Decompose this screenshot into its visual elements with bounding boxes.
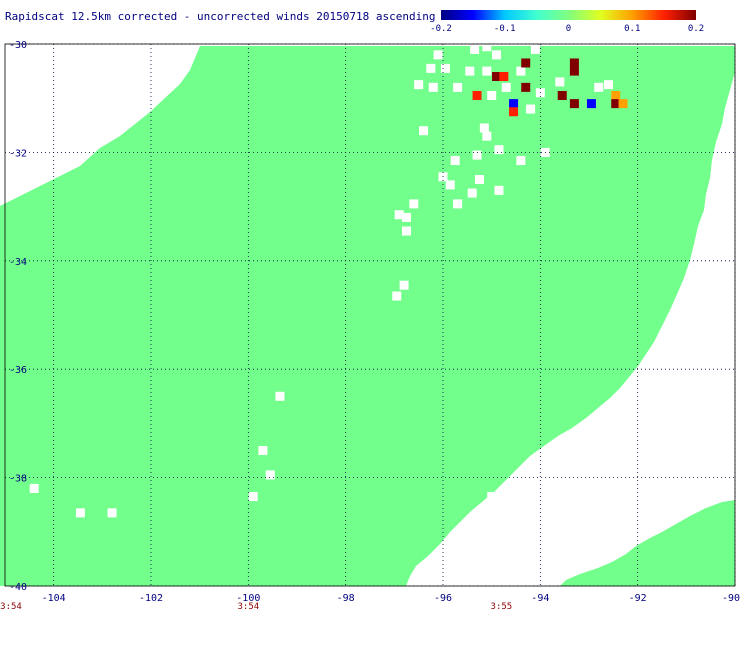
missing-cell (516, 66, 526, 76)
wind-difference-cell (618, 99, 628, 109)
wind-difference-cell (509, 107, 519, 117)
x-axis-ticks: -104 -102 -100 -98 -96 -94 -92 -90 (42, 593, 740, 604)
y-tick-label: -36 (9, 365, 27, 376)
wind-difference-cell (521, 58, 531, 68)
y-tick-label: -34 (9, 257, 27, 268)
missing-data-cells (29, 42, 613, 518)
time-label: 3:55 (491, 602, 513, 612)
x-tick-label: -94 (531, 593, 549, 604)
missing-cell (258, 446, 268, 455)
missing-cell (603, 80, 613, 90)
missing-cell (492, 50, 502, 60)
wind-difference-cell (569, 58, 579, 68)
wind-difference-cells (472, 58, 628, 117)
x-tick-label: -96 (434, 593, 452, 604)
missing-cell (494, 185, 504, 195)
valid-data-swath (0, 46, 735, 586)
wind-difference-cell (492, 72, 502, 82)
missing-cell (501, 82, 511, 92)
time-label: 3:54 (237, 602, 259, 612)
y-axis-ticks: -30 -32 -34 -36 -38 -40 (9, 40, 27, 593)
y-tick-label: -40 (9, 582, 27, 593)
x-tick-label: -92 (629, 593, 647, 604)
missing-cell (392, 291, 402, 301)
missing-cell (555, 77, 565, 87)
missing-cell (414, 80, 424, 90)
missing-cell (594, 82, 604, 92)
wind-difference-cell (611, 90, 621, 100)
missing-cell (475, 175, 484, 184)
wind-difference-cell (521, 82, 531, 92)
missing-cell (399, 280, 409, 290)
missing-cell (445, 180, 455, 190)
missing-cell (440, 63, 450, 73)
swath-area (0, 46, 735, 586)
plot-frame (4, 43, 736, 587)
colorbar-tick-label: 0 (566, 24, 571, 34)
colorbar-tick-label: 0.2 (688, 24, 704, 34)
x-tick-label: -104 (42, 593, 66, 604)
missing-cell (265, 470, 275, 480)
missing-cell (433, 50, 443, 60)
x-tick-label: -102 (139, 593, 163, 604)
missing-cell (453, 82, 463, 92)
missing-cell (75, 508, 85, 518)
x-tick-label: -100 (236, 593, 260, 604)
missing-cell (409, 199, 419, 209)
colorbar-tick-label: -0.1 (494, 24, 516, 34)
y-tick-label: -32 (9, 148, 27, 159)
missing-cell (482, 42, 492, 52)
wind-difference-cell (472, 90, 482, 100)
colorbar-gradient (441, 10, 696, 20)
wind-difference-cell (586, 99, 596, 109)
wind-difference-cell (499, 72, 509, 82)
missing-cell (428, 82, 438, 92)
colorbar-tick-label: -0.2 (430, 24, 452, 34)
wind-difference-cell (611, 99, 621, 109)
time-labels: 3:54 3:54 3:55 (0, 602, 512, 612)
x-tick-label: -90 (722, 593, 740, 604)
missing-cell (530, 44, 540, 54)
wind-difference-cell (557, 90, 567, 100)
missing-cell (516, 156, 526, 166)
swath-area-lower-right (560, 500, 735, 586)
missing-cell (487, 90, 497, 100)
missing-cell (394, 210, 404, 220)
colorbar-tick-label: 0.1 (624, 24, 640, 34)
y-tick-label: -30 (9, 40, 27, 51)
missing-cell (419, 126, 429, 136)
missing-cell (107, 508, 117, 518)
missing-cell (402, 226, 411, 236)
missing-cell (465, 66, 475, 76)
missing-cell (426, 63, 436, 73)
wind-difference-cell (509, 99, 519, 109)
y-tick-label: -38 (9, 474, 27, 485)
x-tick-label: -98 (337, 593, 355, 604)
missing-cell (472, 150, 482, 160)
missing-cell (494, 145, 504, 155)
missing-cell (275, 391, 285, 401)
chart-title: Rapidscat 12.5km corrected - uncorrected… (5, 10, 435, 23)
wind-difference-cell (569, 66, 579, 76)
time-label: 3:54 (0, 602, 22, 612)
missing-cell (482, 131, 492, 141)
missing-cell (248, 492, 258, 502)
missing-cell (402, 212, 411, 222)
missing-cell (467, 188, 477, 198)
plot-area (0, 42, 736, 587)
colorbar: -0.2 -0.1 0 0.1 0.2 (430, 10, 704, 34)
wind-difference-cell (569, 99, 579, 109)
missing-cell (526, 104, 536, 114)
missing-cell (450, 156, 460, 166)
missing-cell (482, 66, 492, 76)
missing-cell (487, 492, 497, 502)
missing-cell (479, 123, 489, 133)
missing-cell (453, 199, 463, 209)
missing-cell (470, 44, 480, 54)
missing-cell (29, 483, 39, 493)
